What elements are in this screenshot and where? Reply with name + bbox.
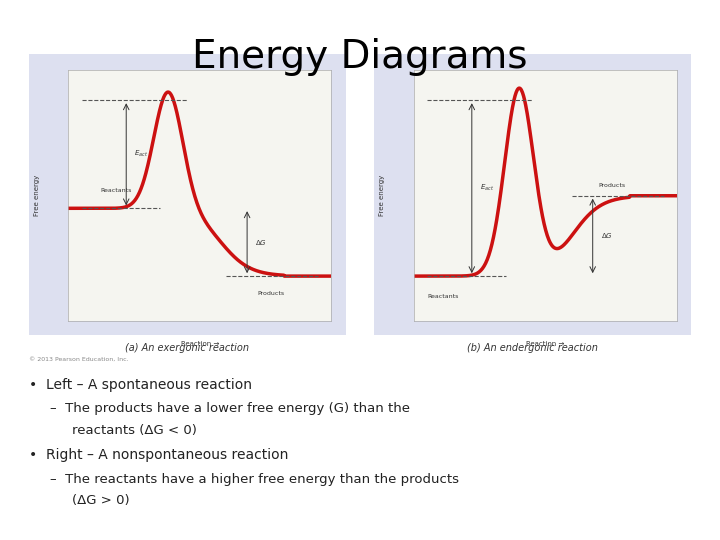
Text: •  Left – A spontaneous reaction: • Left – A spontaneous reaction [29, 378, 252, 392]
Text: (a) An exergonic reaction: (a) An exergonic reaction [125, 343, 249, 353]
Text: Reaction →: Reaction → [526, 341, 564, 347]
Text: $\Delta G$: $\Delta G$ [255, 238, 267, 247]
Text: Products: Products [258, 291, 284, 296]
Text: Reactants: Reactants [427, 294, 459, 299]
Text: Free energy: Free energy [34, 175, 40, 217]
Text: Free energy: Free energy [379, 175, 385, 217]
Text: –  The reactants have a higher free energy than the products: – The reactants have a higher free energ… [50, 472, 459, 485]
Text: (ΔG > 0): (ΔG > 0) [72, 494, 130, 507]
Text: $E_{act}$: $E_{act}$ [480, 183, 494, 193]
Text: (b) An endergonic reaction: (b) An endergonic reaction [467, 343, 598, 353]
Text: •  Right – A nonspontaneous reaction: • Right – A nonspontaneous reaction [29, 448, 288, 462]
Text: Reaction →: Reaction → [181, 341, 219, 347]
Text: –  The products have a lower free energy (G) than the: – The products have a lower free energy … [50, 402, 410, 415]
Text: $\Delta G$: $\Delta G$ [600, 232, 613, 240]
Text: reactants (ΔG < 0): reactants (ΔG < 0) [72, 424, 197, 437]
Text: Energy Diagrams: Energy Diagrams [192, 38, 528, 76]
Text: Products: Products [598, 183, 625, 188]
Text: Reactants: Reactants [100, 188, 131, 193]
Text: $E_{act}$: $E_{act}$ [134, 149, 148, 159]
Text: © 2013 Pearson Education, Inc.: © 2013 Pearson Education, Inc. [29, 356, 128, 361]
